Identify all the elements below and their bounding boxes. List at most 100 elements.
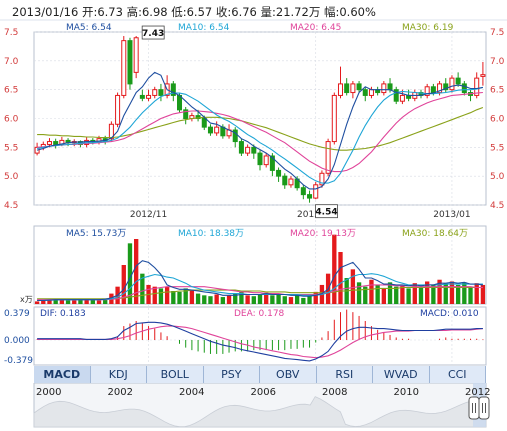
macd-dif-legend: DIF: 0.183 xyxy=(40,309,86,319)
candle-body xyxy=(307,194,313,199)
macd-panel-frame xyxy=(33,306,487,366)
candle-body xyxy=(325,141,331,174)
price-tick-left: 6.5 xyxy=(4,86,18,96)
macd-tick: -0.379 xyxy=(4,356,33,366)
price-tick-left: 4.5 xyxy=(4,201,18,211)
volume-bar xyxy=(245,295,250,304)
volume-bar xyxy=(140,273,145,304)
price-tick-right: 7.0 xyxy=(490,57,505,67)
candle-body xyxy=(201,118,207,128)
tab-boll[interactable]: BOLL xyxy=(147,366,204,383)
volume-bar xyxy=(226,295,232,304)
candle-body xyxy=(300,187,306,196)
volume-bar xyxy=(34,301,40,304)
low-label: 低: xyxy=(171,5,187,19)
change-label: 幅: xyxy=(323,5,340,19)
volume-bar xyxy=(90,299,95,304)
high-annotation: 7.43 xyxy=(142,29,164,39)
volume-bar xyxy=(152,286,157,304)
candle-body xyxy=(170,83,176,96)
volume-bar xyxy=(301,297,306,304)
volume-bar xyxy=(449,281,455,304)
candle-body xyxy=(245,146,251,154)
macd-tick: 0.379 xyxy=(4,309,30,319)
volume-bar xyxy=(127,243,133,304)
volume-legend-item: MA5: 15.73万 xyxy=(66,229,126,239)
close-label: 收: xyxy=(215,5,232,19)
candle-body xyxy=(449,77,455,91)
change-value: 0.60% xyxy=(339,5,376,19)
candle-body xyxy=(356,83,362,91)
tab-kdj[interactable]: KDJ xyxy=(90,366,147,383)
volume-bar xyxy=(394,286,399,304)
candle-body xyxy=(152,89,158,96)
tab-obv[interactable]: OBV xyxy=(260,366,317,383)
volume-legend-item: MA20: 19.13万 xyxy=(290,229,356,239)
volume-bar xyxy=(468,286,473,304)
high-label: 高: xyxy=(126,5,142,19)
volume-bar xyxy=(381,288,387,304)
low-value: 6.57 xyxy=(186,5,213,19)
volume-bar xyxy=(177,291,182,304)
tab-rsi[interactable]: RSI xyxy=(316,366,373,383)
volume-bar xyxy=(400,284,405,304)
volume-bar xyxy=(437,279,442,304)
volume-bar xyxy=(202,295,207,304)
volume-bar xyxy=(220,297,226,304)
chart-canvas: 7.5 7.57.0 7.06.5 6.56.0 6.05.5 5.55.0 5.04.5 4… xyxy=(0,19,507,366)
timeline-year-label: 2002 xyxy=(108,387,133,398)
candle-body xyxy=(313,184,319,199)
candle-body xyxy=(319,172,325,186)
candle-body xyxy=(127,40,133,85)
timeline-drag-handle[interactable] xyxy=(468,396,480,420)
candle-body xyxy=(232,129,238,143)
timeline-year-label: 2010 xyxy=(394,387,419,398)
tab-wvad[interactable]: WVAD xyxy=(373,366,430,383)
price-tick-right: 7.5 xyxy=(490,28,504,38)
volume-bar xyxy=(72,300,77,304)
candle-body xyxy=(282,175,288,186)
volume-bar xyxy=(171,291,176,304)
open-label: 开: xyxy=(81,5,98,19)
volume-bar xyxy=(412,283,417,304)
volume-bar xyxy=(332,234,337,304)
candle-body xyxy=(368,89,374,96)
price-tick-right: 4.5 xyxy=(490,201,504,211)
candle-body xyxy=(53,141,59,145)
volume-bar xyxy=(47,299,52,304)
volume-bar xyxy=(183,288,188,304)
tab-macd[interactable]: MACD xyxy=(34,366,91,383)
volume-bar xyxy=(233,293,238,304)
volume-bar xyxy=(282,296,287,304)
high-value: 6.98 xyxy=(141,5,168,19)
timeline-drag-handle[interactable] xyxy=(478,396,490,420)
volume-bar xyxy=(53,298,58,304)
candle-body xyxy=(121,40,127,96)
candle-body xyxy=(393,89,399,102)
candle-body xyxy=(195,115,201,120)
price-ma5-line xyxy=(36,71,483,190)
volume-bar xyxy=(480,284,486,304)
candle-body xyxy=(183,109,189,119)
price-ma10-line xyxy=(36,86,484,184)
candle-body xyxy=(399,94,405,102)
low-annotation: 4.54 xyxy=(315,208,337,218)
volume-value: 21.72万 xyxy=(275,5,321,19)
tab-psy[interactable]: PSY xyxy=(203,366,260,383)
volume-bar xyxy=(103,298,108,304)
candle-body xyxy=(158,89,164,96)
timeline-navigator[interactable]: 2000 2002 2004 2006 2008 2010 2012 xyxy=(0,383,507,431)
candle-body xyxy=(474,77,480,96)
volume-bar xyxy=(375,284,380,304)
high-annotation-box xyxy=(141,25,165,40)
open-value: 6.73 xyxy=(97,5,123,19)
tab-cci[interactable]: CCI xyxy=(429,366,486,383)
volume-bar xyxy=(164,286,170,304)
volume-bar xyxy=(189,290,195,304)
volume-bar xyxy=(96,300,102,304)
candle-body xyxy=(263,155,269,166)
volume-label: 量: xyxy=(260,5,276,19)
volume-bar xyxy=(239,291,244,304)
candle-body xyxy=(139,94,145,99)
timeline-year-label: 2012 xyxy=(465,387,490,398)
